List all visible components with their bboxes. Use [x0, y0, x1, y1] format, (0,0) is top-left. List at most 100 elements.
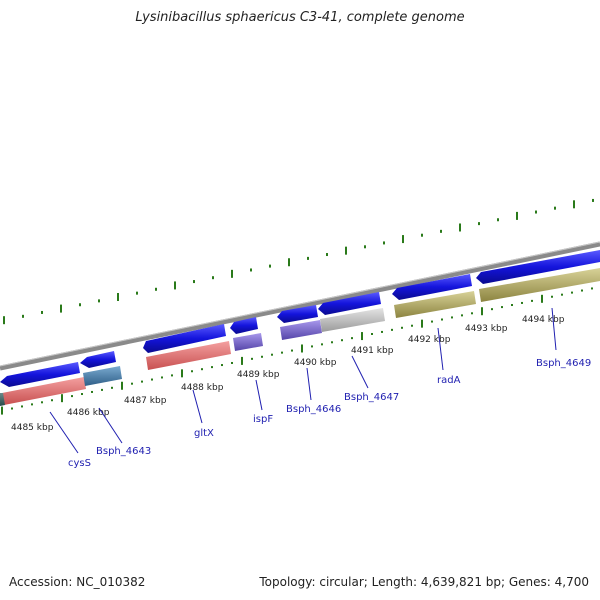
scale-dot — [471, 312, 473, 315]
scale-dot — [411, 324, 413, 327]
gene-arrow[interactable] — [476, 250, 600, 284]
gene-arrow[interactable] — [230, 317, 258, 334]
scale-dot — [261, 355, 263, 358]
scale-dot — [511, 304, 513, 307]
cog-block[interactable] — [0, 393, 5, 406]
scale-dot — [361, 332, 363, 341]
scale-dot — [391, 328, 393, 331]
kbp-label: 4488 kbp — [181, 383, 224, 393]
scale-dot — [41, 401, 43, 404]
scale-dot — [171, 374, 173, 377]
scale-dot — [111, 386, 113, 389]
scale-dot — [131, 382, 133, 385]
scale-dot — [121, 381, 123, 390]
scale-dot — [521, 301, 523, 304]
scale-dot — [431, 320, 433, 323]
scale-dot — [311, 345, 313, 348]
scale-labels: 4485 kbp 4486 kbp 4487 kbp 4488 kbp 4489… — [11, 315, 565, 433]
scale-dot — [301, 344, 303, 353]
cog-block[interactable] — [280, 320, 322, 340]
scale-dot — [21, 405, 23, 408]
map-title: Lysinibacillus sphaericus C3-41, complet… — [135, 10, 465, 25]
scale-dot — [251, 357, 253, 360]
gene-label-bsph-4643[interactable]: Bsph_4643 — [96, 446, 151, 457]
cog-block[interactable] — [479, 268, 600, 302]
gene-label-bsph-4647[interactable]: Bsph_4647 — [344, 392, 399, 403]
genome-stats-label: Topology: circular; Length: 4,639,821 bp… — [259, 575, 589, 589]
scale-dot — [331, 341, 333, 344]
scale-dot — [151, 378, 153, 381]
cog-block[interactable] — [83, 366, 122, 386]
scale-dot — [211, 366, 213, 369]
scale-dot — [561, 293, 563, 296]
scale-dot — [221, 364, 223, 367]
scale-dot — [551, 295, 553, 298]
kbp-label: 4485 kbp — [11, 423, 54, 433]
genome-backbone — [0, 241, 600, 371]
gene-label-bsph-4646[interactable]: Bsph_4646 — [286, 404, 341, 415]
gene-label-bsph-4649[interactable]: Bsph_4649 — [536, 358, 591, 369]
gene-label-rada[interactable]: radA — [437, 375, 461, 386]
gene-labels: cysS Bsph_4643 gltX ispF Bsph_4646 Bsph_… — [68, 358, 591, 469]
scale-dot — [481, 307, 483, 316]
scale-dot — [91, 390, 93, 393]
scale-dot — [271, 353, 273, 356]
scale-dot — [501, 306, 503, 309]
cog-colored-blocks — [0, 268, 600, 406]
scale-dot — [141, 380, 143, 383]
kbp-label: 4491 kbp — [351, 346, 394, 356]
scale-dot — [11, 407, 13, 410]
scale-dot — [1, 406, 3, 415]
scale-dot — [191, 370, 193, 373]
gene-arrow[interactable] — [80, 351, 116, 368]
gene-label-cysS[interactable]: cysS — [68, 458, 91, 469]
scale-dot — [161, 376, 163, 379]
scale-dot — [81, 393, 83, 396]
scale-dot — [321, 343, 323, 346]
kbp-label: 4486 kbp — [67, 408, 110, 418]
scale-dot — [491, 308, 493, 311]
scale-dot — [51, 399, 53, 402]
gene-arrow[interactable] — [318, 292, 381, 315]
cog-block[interactable] — [320, 308, 385, 332]
kbp-label: 4487 kbp — [124, 396, 167, 406]
gene-arrow[interactable] — [143, 324, 226, 353]
scale-dot — [591, 287, 593, 290]
gene-leader-lines — [49, 307, 557, 454]
gene-arrow[interactable] — [392, 274, 472, 300]
scale-dot — [581, 289, 583, 292]
cog-block[interactable] — [146, 341, 231, 370]
scale-dot — [381, 330, 383, 333]
scale-dot — [421, 319, 423, 328]
scale-dot — [291, 349, 293, 352]
outer-tick-ring — [3, 198, 594, 325]
cog-block[interactable] — [233, 333, 263, 351]
kbp-label: 4493 kbp — [465, 324, 508, 334]
genome-backbone-highlight — [0, 241, 600, 367]
scale-dot — [31, 403, 33, 406]
kbp-label: 4492 kbp — [408, 335, 451, 345]
gene-label-ispf[interactable]: ispF — [253, 414, 273, 425]
gene-arrow[interactable] — [0, 362, 80, 387]
cog-block[interactable] — [2, 377, 86, 405]
kbp-label: 4490 kbp — [294, 358, 337, 368]
scale-dot — [461, 314, 463, 317]
gene-arrow[interactable] — [277, 305, 318, 323]
gene-label-gltx[interactable]: gltX — [194, 428, 214, 439]
scale-dot — [571, 291, 573, 294]
scale-dot — [201, 368, 203, 371]
scale-dot — [241, 356, 243, 365]
scale-dot — [401, 326, 403, 329]
scale-dot — [371, 332, 373, 335]
kbp-label: 4489 kbp — [237, 370, 280, 380]
scale-dots — [1, 287, 593, 415]
scale-dot — [71, 395, 73, 398]
scale-dot — [101, 388, 103, 391]
forward-strand-genes — [0, 250, 600, 387]
kbp-label: 4494 kbp — [522, 315, 565, 325]
scale-dot — [231, 361, 233, 364]
cog-block[interactable] — [394, 291, 476, 318]
scale-dot — [281, 351, 283, 354]
scale-dot — [531, 299, 533, 302]
